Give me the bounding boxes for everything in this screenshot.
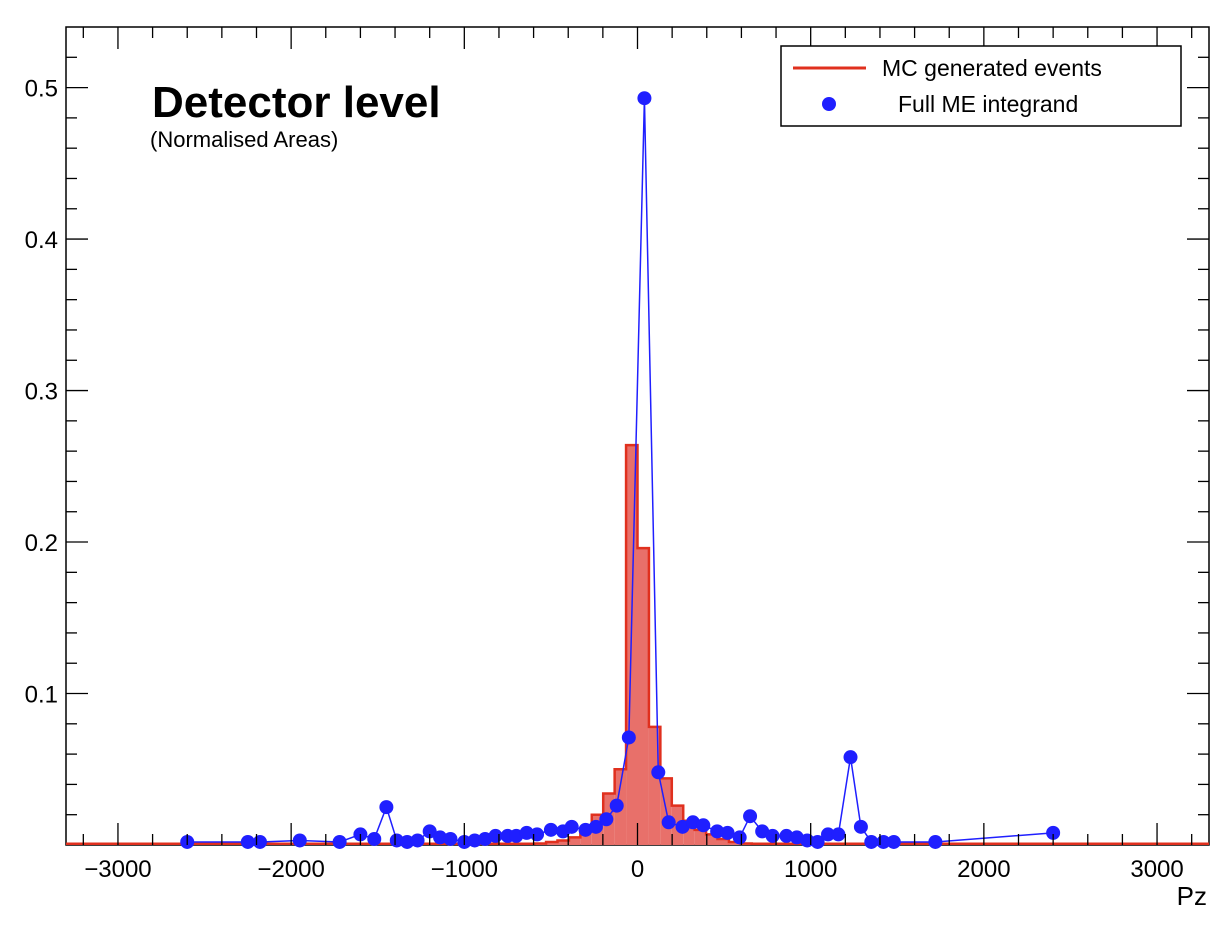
chart-subtitle: (Normalised Areas) — [150, 127, 338, 152]
me-data-point — [488, 828, 503, 843]
me-data-point — [720, 825, 735, 840]
me-data-point — [240, 834, 255, 849]
mc-histogram-bar — [637, 548, 649, 845]
x-tick-label: 2000 — [957, 856, 1010, 883]
me-data-point — [410, 833, 425, 848]
x-tick-label: −3000 — [84, 856, 151, 883]
x-axis-ticks: −3000 −2000 −1000 0 1000 2000 3000 — [82, 27, 1193, 883]
legend-box — [780, 45, 1182, 127]
me-data-point — [543, 822, 558, 837]
x-tick-label: 1000 — [784, 856, 837, 883]
me-data-point — [743, 809, 758, 824]
me-data-point — [400, 834, 415, 849]
mc-histogram-bar — [648, 726, 661, 845]
me-data-point — [564, 819, 579, 834]
me-points-layer — [180, 91, 1061, 849]
x-tick-label: 0 — [631, 856, 644, 883]
me-data-point — [821, 827, 835, 842]
me-data-point — [765, 828, 780, 843]
me-data-point — [864, 834, 879, 849]
x-axis-title: Pz — [1177, 881, 1207, 911]
legend-mc-label: MC generated events — [882, 55, 1102, 81]
y-tick-label: 0.2 — [25, 530, 58, 557]
me-data-point — [831, 827, 846, 842]
me-data-point — [779, 828, 794, 843]
me-data-point — [519, 825, 534, 840]
me-data-point — [422, 824, 437, 839]
legend-me-marker-swatch — [822, 97, 836, 111]
me-data-point — [332, 834, 347, 849]
me-data-point — [810, 834, 825, 849]
mc-histogram-bar — [557, 840, 569, 845]
y-axis-ticks: 0.1 0.2 0.3 0.4 0.5 — [25, 56, 1209, 816]
me-data-point — [433, 830, 448, 845]
me-data-point — [389, 833, 404, 848]
me-data-point — [443, 831, 458, 846]
me-data-point — [252, 834, 267, 849]
mc-histogram-bar — [706, 834, 718, 845]
me-connecting-line — [187, 98, 1054, 843]
me-data-point — [379, 800, 394, 815]
y-tick-label: 0.3 — [25, 379, 58, 406]
mc-histogram-bar — [717, 838, 729, 845]
x-tick-label: −1000 — [431, 856, 498, 883]
me-data-point — [621, 730, 636, 745]
legend-me-label: Full ME integrand — [898, 91, 1078, 117]
me-data-point — [292, 833, 307, 848]
me-data-point — [843, 750, 858, 765]
x-tick-label: 3000 — [1130, 856, 1183, 883]
mc-histogram-bar — [580, 829, 592, 845]
me-data-point — [467, 833, 482, 848]
me-data-point — [661, 815, 676, 830]
me-data-point — [1046, 825, 1061, 840]
mc-histogram-bar — [728, 841, 741, 845]
me-data-point — [609, 798, 624, 813]
y-tick-label: 0.5 — [25, 76, 58, 103]
me-data-point — [588, 819, 603, 834]
chart-title: Detector level — [152, 78, 441, 127]
me-data-point — [367, 831, 382, 846]
mc-histogram-layer — [66, 443, 1209, 846]
me-data-point — [651, 765, 666, 780]
mc-histogram-outline — [66, 443, 1209, 846]
me-data-point — [637, 91, 652, 106]
me-data-point — [853, 819, 868, 834]
me-data-point — [928, 834, 943, 849]
mc-histogram-bar — [683, 820, 695, 845]
me-data-point — [732, 830, 747, 845]
y-tick-label: 0.4 — [25, 227, 58, 254]
x-tick-label: −2000 — [257, 856, 324, 883]
me-data-point — [696, 818, 711, 833]
legend: MC generated events Full ME integrand — [780, 45, 1182, 127]
me-data-point — [530, 827, 545, 842]
me-data-point — [710, 824, 725, 839]
mc-histogram-bar — [546, 841, 558, 845]
mc-histogram-bar — [694, 829, 707, 845]
plot-area: −3000 −2000 −1000 0 1000 2000 3000 0.10.20.30.… — [25, 26, 1210, 883]
y-tick-label: 0.1 — [25, 682, 58, 709]
me-data-point — [886, 834, 901, 849]
me-data-point — [599, 812, 614, 827]
mc-histogram-bar — [568, 837, 581, 845]
